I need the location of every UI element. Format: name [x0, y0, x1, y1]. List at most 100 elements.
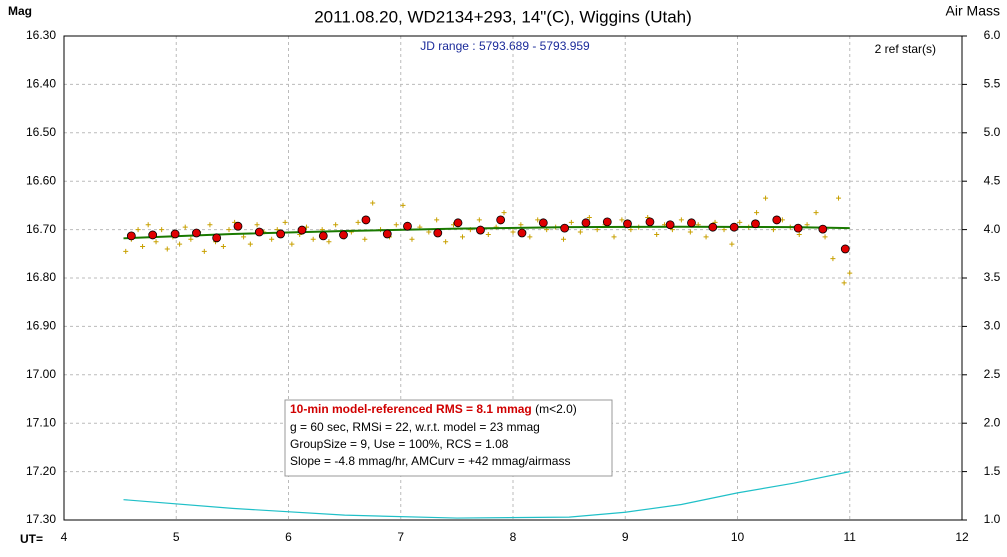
binned-point: [645, 217, 655, 227]
data-point: [763, 195, 769, 201]
stats-box: [284, 399, 613, 477]
data-point: [703, 234, 709, 240]
data-point: [182, 224, 188, 230]
binned-point: [276, 229, 286, 239]
x-tick-label: 5: [173, 530, 180, 544]
y-tick-label: 16.60: [26, 173, 56, 187]
data-point: [426, 229, 432, 235]
data-point: [796, 231, 802, 237]
binned-point: [818, 224, 828, 234]
data-point: [145, 222, 151, 228]
binned-point: [623, 219, 632, 229]
data-point: [254, 222, 260, 228]
binned-point: [793, 223, 803, 233]
data-point: [123, 248, 129, 254]
data-point: [737, 219, 743, 225]
binned-point: [170, 229, 180, 239]
y-axis-label: Mag: [8, 4, 32, 18]
y2-tick-label: 4.0: [984, 222, 1001, 236]
binned-point: [433, 228, 443, 238]
x-tick-label: 11: [844, 530, 857, 544]
binned-point: [361, 215, 371, 225]
series-line: [123, 471, 850, 519]
y2-tick-label: 6.0: [984, 28, 1001, 42]
data-point: [577, 229, 583, 235]
data-point: [159, 227, 165, 233]
data-point: [177, 241, 183, 247]
binned-point: [687, 218, 696, 228]
binned-point: [212, 233, 222, 243]
stats-line: g = 60 sec, RMSi = 22, w.r.t. model = 23…: [290, 420, 540, 434]
data-point: [409, 236, 415, 242]
data-point: [822, 234, 828, 240]
x-axis-label: UT=: [20, 532, 43, 546]
y2-tick-label: 2.5: [984, 367, 1001, 381]
series-line: [123, 225, 850, 240]
data-point: [326, 239, 332, 245]
data-point: [310, 236, 316, 242]
y2-tick-label: 2.0: [984, 415, 1001, 429]
y2-tick-label: 3.5: [984, 270, 1001, 284]
data-point: [370, 200, 376, 206]
data-point: [535, 217, 541, 223]
data-point: [362, 236, 368, 242]
binned-point: [318, 231, 328, 241]
data-point: [611, 234, 617, 240]
data-point: [678, 217, 684, 223]
data-point: [830, 256, 836, 262]
y2-tick-label: 4.5: [984, 173, 1001, 187]
binned-point: [126, 231, 136, 241]
binned-point: [496, 215, 506, 225]
data-point: [153, 239, 159, 245]
x-tick-label: 7: [397, 530, 404, 544]
data-point: [729, 241, 735, 247]
data-point: [568, 219, 574, 225]
binned-point: [517, 228, 527, 238]
binned-point: [453, 218, 463, 228]
data-point: [247, 241, 253, 247]
data-point: [135, 227, 141, 233]
data-point: [628, 227, 634, 233]
data-point: [836, 195, 842, 201]
y-tick-label: 17.30: [26, 512, 56, 526]
data-point: [188, 236, 194, 242]
data-point: [561, 236, 567, 242]
data-point: [654, 231, 660, 237]
y-tick-label: 17.20: [26, 464, 56, 478]
x-tick-label: 9: [622, 530, 629, 544]
binned-point: [403, 221, 412, 231]
y-tick-label: 16.40: [26, 77, 56, 91]
binned-point: [840, 244, 850, 254]
data-point: [501, 210, 507, 216]
data-point: [527, 234, 533, 240]
data-point: [841, 280, 847, 286]
data-point: [619, 217, 625, 223]
stats-title: 10-min model-referenced RMS = 8.1 mmag: [290, 402, 532, 416]
stats-line: GroupSize = 9, Use = 100%, RCS = 1.08: [290, 437, 509, 451]
binned-point: [751, 219, 760, 229]
binned-point: [665, 220, 675, 230]
data-point: [164, 246, 170, 252]
data-point: [333, 222, 339, 228]
data-point: [485, 231, 491, 237]
binned-point: [581, 218, 591, 228]
data-point: [226, 227, 232, 233]
data-point: [282, 219, 288, 225]
data-point: [813, 210, 819, 216]
ref-stars: 2 ref star(s): [875, 42, 936, 56]
data-point: [400, 202, 406, 208]
binned-point: [602, 217, 612, 227]
binned-point: [254, 227, 264, 237]
binned-point: [476, 225, 485, 235]
data-point: [687, 229, 693, 235]
y2-tick-label: 5.5: [984, 77, 1001, 91]
jd-range: JD range : 5793.689 - 5793.959: [420, 39, 590, 53]
x-tick-label: 8: [510, 530, 517, 544]
stats-note: (m<2.0): [535, 402, 577, 416]
data-point: [220, 244, 226, 250]
data-point: [754, 210, 760, 216]
stats-line: Slope = -4.8 mmag/hr, AMCurv = +42 mmag/…: [290, 454, 570, 468]
data-point: [241, 234, 247, 240]
y2-tick-label: 3.0: [984, 319, 1001, 333]
data-point: [518, 222, 524, 228]
